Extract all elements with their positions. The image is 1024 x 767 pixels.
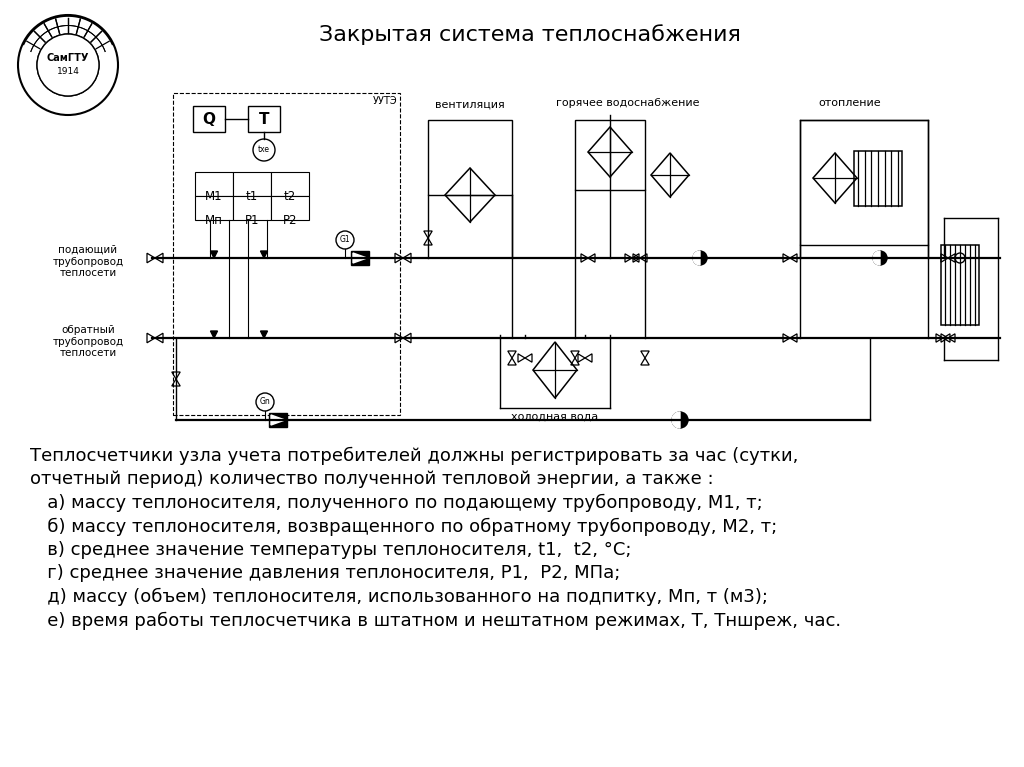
Text: б) массу теплоносителя, возвращенного по обратному трубопроводу, М2, т;: б) массу теплоносителя, возвращенного по…	[30, 518, 777, 536]
Text: M1: M1	[205, 189, 223, 202]
Text: T: T	[259, 111, 269, 127]
Bar	[271, 196, 309, 220]
Circle shape	[336, 231, 354, 249]
Text: УУТЭ: УУТЭ	[373, 96, 397, 106]
Polygon shape	[260, 331, 267, 338]
Text: Мп: Мп	[205, 213, 223, 226]
Bar	[193, 106, 225, 132]
Polygon shape	[672, 412, 680, 428]
Circle shape	[873, 251, 887, 265]
Text: t2: t2	[284, 189, 296, 202]
Polygon shape	[211, 331, 217, 338]
Text: а) массу теплоносителя, полученного по подающему трубопроводу, М1, т;: а) массу теплоносителя, полученного по п…	[30, 494, 763, 512]
Text: Q: Q	[203, 111, 215, 127]
Polygon shape	[693, 251, 700, 265]
Bar	[941, 245, 979, 325]
Bar	[269, 413, 287, 427]
Bar	[195, 196, 233, 220]
Polygon shape	[873, 251, 880, 265]
Text: подающий
трубопровод
теплосети: подающий трубопровод теплосети	[52, 245, 124, 278]
Text: t1: t1	[246, 189, 258, 202]
Polygon shape	[353, 253, 367, 263]
Circle shape	[672, 412, 688, 428]
Text: 1914: 1914	[56, 67, 80, 75]
Text: СамГТУ: СамГТУ	[47, 53, 89, 63]
Bar	[351, 251, 369, 265]
Bar	[800, 120, 928, 245]
Bar	[575, 120, 645, 190]
Bar	[233, 172, 271, 196]
Text: горячее водоснабжение: горячее водоснабжение	[556, 98, 699, 108]
Text: Закрытая система теплоснабжения: Закрытая система теплоснабжения	[319, 25, 741, 45]
Bar	[854, 150, 902, 206]
Bar	[173, 93, 400, 415]
Text: P2: P2	[283, 213, 297, 226]
Bar	[428, 120, 512, 195]
Circle shape	[253, 139, 275, 161]
Text: P1: P1	[245, 213, 259, 226]
Text: в) среднее значение температуры теплоносителя, t1,  t2, °С;: в) среднее значение температуры теплонос…	[30, 541, 632, 559]
Text: Теплосчетчики узла учета потребителей должны регистрировать за час (сутки,: Теплосчетчики узла учета потребителей до…	[30, 447, 799, 466]
Bar	[233, 196, 271, 220]
Polygon shape	[211, 251, 217, 258]
Bar	[248, 106, 280, 132]
Text: е) время работы теплосчетчика в штатном и нештатном режимах, Т, Тншреж, час.: е) время работы теплосчетчика в штатном …	[30, 611, 841, 630]
Text: г) среднее значение давления теплоносителя, Р1,  Р2, МПа;: г) среднее значение давления теплоносите…	[30, 565, 621, 582]
Text: txe: txe	[258, 146, 270, 154]
Polygon shape	[271, 415, 285, 425]
Text: Gn: Gn	[260, 397, 270, 407]
Circle shape	[37, 34, 99, 96]
Text: холодная вода: холодная вода	[511, 412, 599, 422]
Polygon shape	[260, 251, 267, 258]
Text: отчетный период) количество полученной тепловой энергии, а также :: отчетный период) количество полученной т…	[30, 470, 714, 489]
Circle shape	[256, 393, 274, 411]
Text: д) массу (объем) теплоносителя, использованного на подпитку, Мп, т (м3);: д) массу (объем) теплоносителя, использо…	[30, 588, 768, 606]
Text: G1: G1	[340, 235, 350, 245]
Text: отопление: отопление	[818, 98, 882, 108]
Bar	[271, 172, 309, 196]
Text: вентиляция: вентиляция	[435, 100, 505, 110]
Circle shape	[693, 251, 707, 265]
Text: обратный
трубопровод
теплосети: обратный трубопровод теплосети	[52, 325, 124, 358]
Bar	[195, 172, 233, 196]
